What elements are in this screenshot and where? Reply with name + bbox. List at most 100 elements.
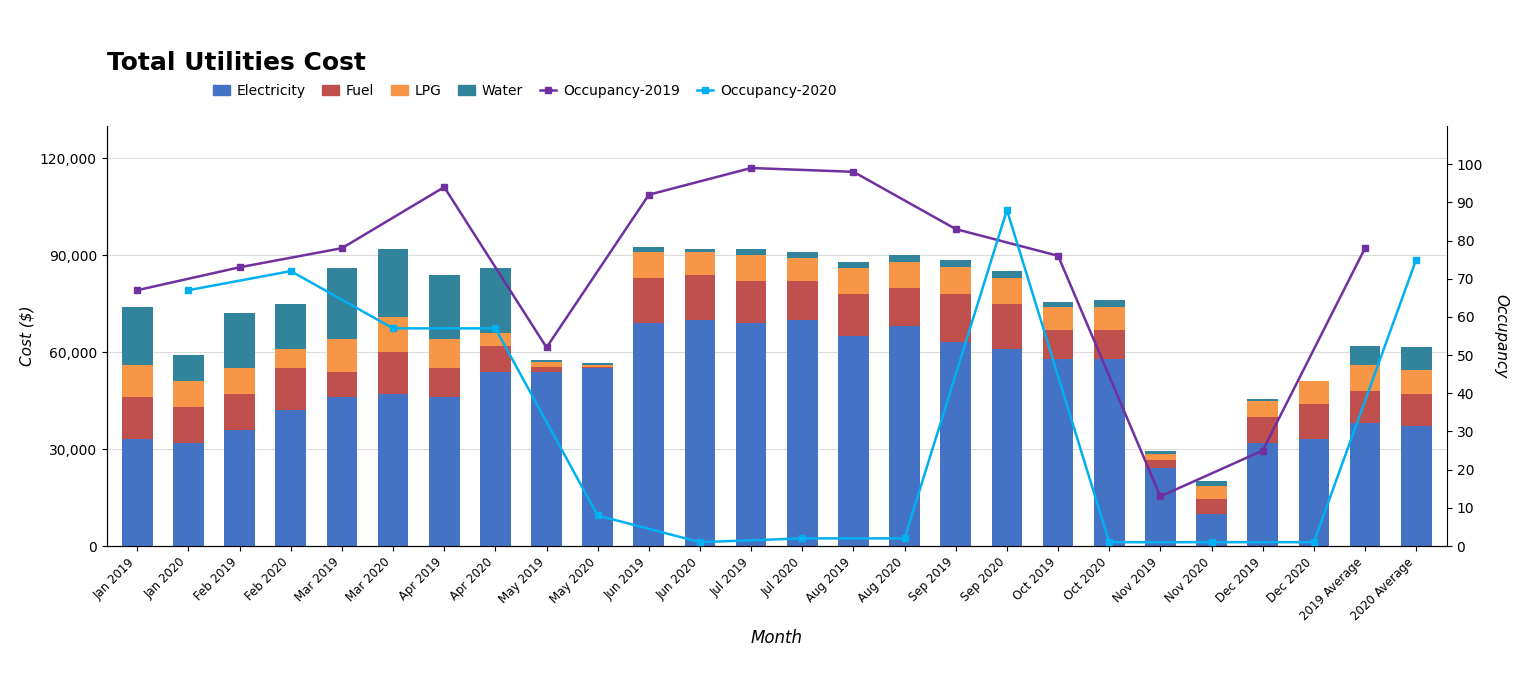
- Bar: [1196, 486, 1228, 499]
- Bar: [634, 252, 664, 278]
- Bar: [326, 372, 358, 398]
- Bar: [838, 294, 868, 336]
- Occupancy-2020: [998, 206, 1016, 214]
- Bar: [787, 281, 818, 320]
- Bar: [582, 363, 614, 365]
- X-axis label: Month: Month: [751, 629, 803, 647]
- Bar: [838, 262, 868, 268]
- Bar: [1094, 330, 1124, 358]
- Occupancy-2019: [844, 167, 862, 176]
- Bar: [1299, 440, 1330, 546]
- Bar: [276, 410, 306, 546]
- Occupancy-2019: [230, 263, 248, 272]
- Bar: [326, 398, 358, 546]
- Bar: [889, 288, 920, 326]
- Bar: [634, 247, 664, 252]
- Occupancy-2020: [1202, 538, 1220, 547]
- Occupancy-2019: [538, 343, 556, 351]
- Bar: [1349, 391, 1380, 424]
- Bar: [787, 320, 818, 546]
- Bar: [1043, 330, 1074, 358]
- Occupancy-2019: [742, 164, 760, 172]
- Bar: [736, 248, 766, 256]
- Bar: [276, 349, 306, 368]
- Occupancy-2019: [947, 225, 966, 233]
- Bar: [1247, 442, 1278, 546]
- Bar: [685, 320, 716, 546]
- Bar: [174, 407, 204, 442]
- Bar: [532, 372, 562, 546]
- Occupancy-2019: [1253, 447, 1272, 455]
- Bar: [1247, 400, 1278, 416]
- Bar: [991, 304, 1022, 349]
- Bar: [378, 248, 408, 316]
- Occupancy-2020: [691, 538, 710, 547]
- Bar: [122, 440, 152, 546]
- Bar: [1299, 382, 1330, 404]
- Bar: [224, 430, 254, 546]
- Bar: [1145, 468, 1176, 546]
- Line: Occupancy-2019: Occupancy-2019: [134, 164, 1369, 500]
- Bar: [1401, 370, 1432, 394]
- Bar: [429, 274, 460, 340]
- Bar: [991, 278, 1022, 304]
- Y-axis label: Cost ($): Cost ($): [20, 306, 35, 366]
- Bar: [224, 314, 254, 368]
- Bar: [991, 272, 1022, 278]
- Occupancy-2020: [588, 511, 606, 519]
- Bar: [736, 323, 766, 546]
- Bar: [1145, 451, 1176, 454]
- Occupancy-2020: [282, 267, 300, 275]
- Bar: [326, 268, 358, 340]
- Bar: [276, 368, 306, 410]
- Bar: [532, 362, 562, 367]
- Bar: [1094, 307, 1124, 330]
- Bar: [429, 340, 460, 368]
- Bar: [1094, 358, 1124, 546]
- Bar: [429, 368, 460, 398]
- Bar: [940, 342, 972, 546]
- Bar: [991, 349, 1022, 546]
- Bar: [889, 256, 920, 262]
- Occupancy-2020: [793, 534, 812, 542]
- Bar: [1043, 358, 1074, 546]
- Occupancy-2020: [384, 324, 402, 332]
- Bar: [889, 262, 920, 288]
- Bar: [889, 326, 920, 546]
- Bar: [429, 398, 460, 546]
- Bar: [1145, 461, 1176, 468]
- Bar: [787, 252, 818, 258]
- Bar: [582, 365, 614, 367]
- Bar: [1401, 347, 1432, 370]
- Bar: [224, 368, 254, 394]
- Occupancy-2019: [640, 190, 658, 199]
- Bar: [940, 267, 972, 294]
- Occupancy-2020: [486, 324, 504, 332]
- Bar: [838, 268, 868, 294]
- Text: Total Utilities Cost: Total Utilities Cost: [107, 51, 366, 76]
- Bar: [634, 278, 664, 323]
- Bar: [1196, 514, 1228, 546]
- Bar: [480, 332, 510, 346]
- Bar: [787, 258, 818, 281]
- Bar: [122, 307, 152, 365]
- Bar: [1196, 499, 1228, 514]
- Bar: [1247, 399, 1278, 400]
- Bar: [174, 356, 204, 382]
- Bar: [480, 346, 510, 372]
- Bar: [378, 394, 408, 546]
- Bar: [634, 323, 664, 546]
- Bar: [122, 365, 152, 398]
- Bar: [1349, 346, 1380, 365]
- Bar: [378, 316, 408, 352]
- Legend: Electricity, Fuel, LPG, Water, Occupancy-2019, Occupancy-2020: Electricity, Fuel, LPG, Water, Occupancy…: [207, 78, 842, 104]
- Bar: [1043, 307, 1074, 330]
- Bar: [532, 360, 562, 362]
- Bar: [378, 352, 408, 394]
- Bar: [940, 260, 972, 267]
- Occupancy-2020: [180, 286, 198, 295]
- Occupancy-2019: [1049, 251, 1068, 260]
- Bar: [1349, 365, 1380, 391]
- Occupancy-2019: [436, 183, 454, 191]
- Bar: [1094, 300, 1124, 307]
